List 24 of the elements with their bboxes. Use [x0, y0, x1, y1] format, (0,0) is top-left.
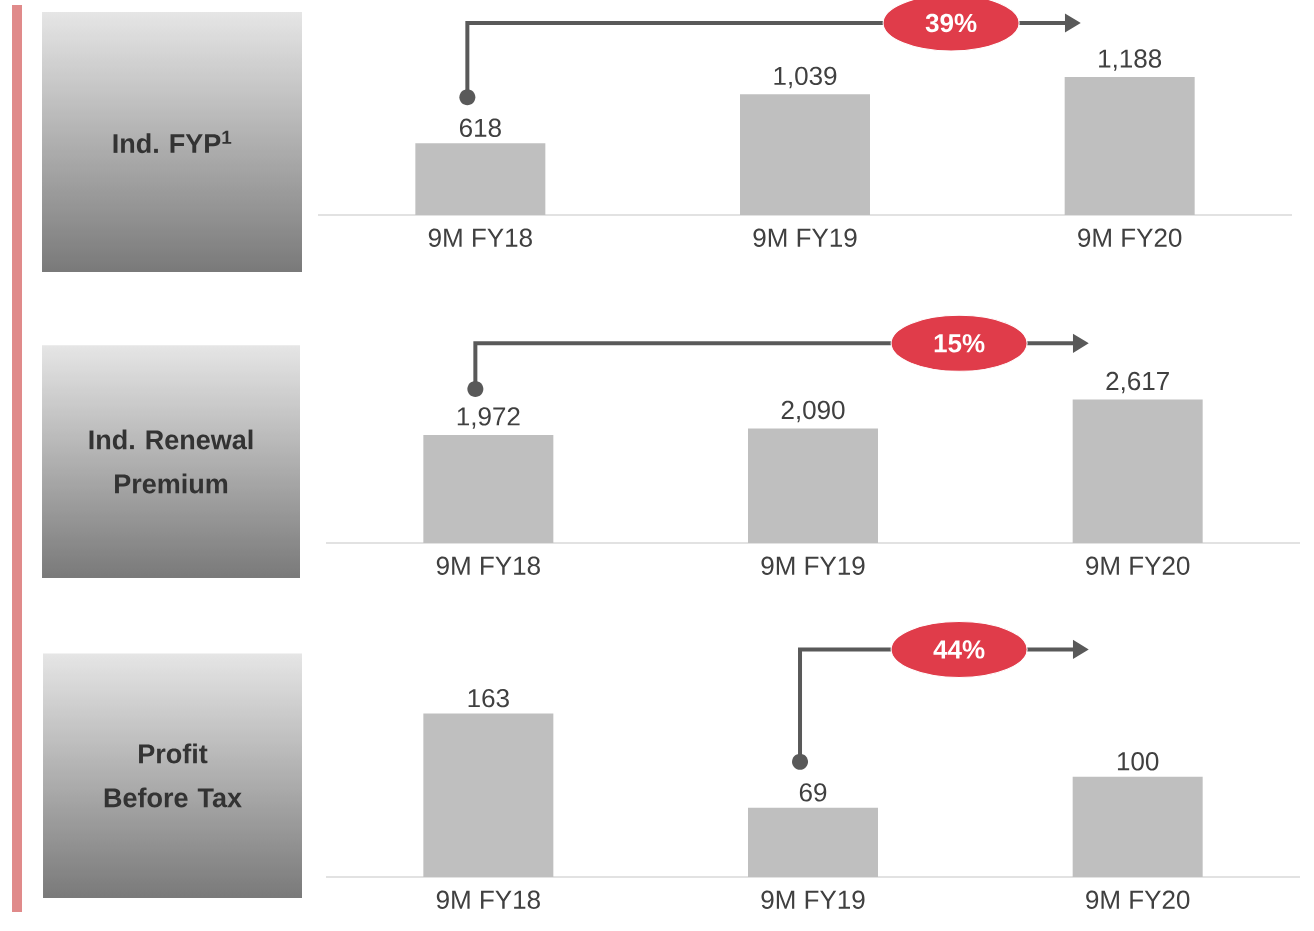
x-tick-label: 9M FY20: [1086, 556, 1190, 575]
data-label: 618: [459, 118, 501, 138]
data-label: 100: [1117, 752, 1159, 771]
x-tick-label: 9M FY18: [428, 228, 532, 247]
data-label: 163: [468, 688, 509, 708]
text: Ind. Renewal Premium: [89, 429, 253, 494]
data-label: 1,972: [457, 407, 520, 429]
x-tick-label: 9M FY20: [1078, 228, 1182, 247]
text: Ind. FYP$^{1}$: [113, 130, 232, 154]
text: 15%: [934, 334, 985, 353]
data-label: 1,039: [774, 66, 837, 89]
text: 44%: [933, 640, 985, 659]
x-tick-label: 9M FY18: [436, 890, 540, 909]
data-label: 2,090: [781, 400, 845, 423]
data-label: 69: [799, 783, 827, 802]
x-tick-label: 9M FY20: [1086, 890, 1190, 909]
x-tick-label: 9M FY19: [761, 556, 865, 575]
text: Profit Before Tax: [104, 743, 242, 808]
x-tick-label: 9M FY18: [436, 556, 540, 575]
x-tick-label: 9M FY19: [761, 890, 865, 909]
data-label: 1,188: [1099, 49, 1162, 71]
x-tick-label: 9M FY19: [753, 228, 857, 247]
data-label: 2,617: [1106, 371, 1169, 394]
text: 39%: [925, 13, 977, 33]
